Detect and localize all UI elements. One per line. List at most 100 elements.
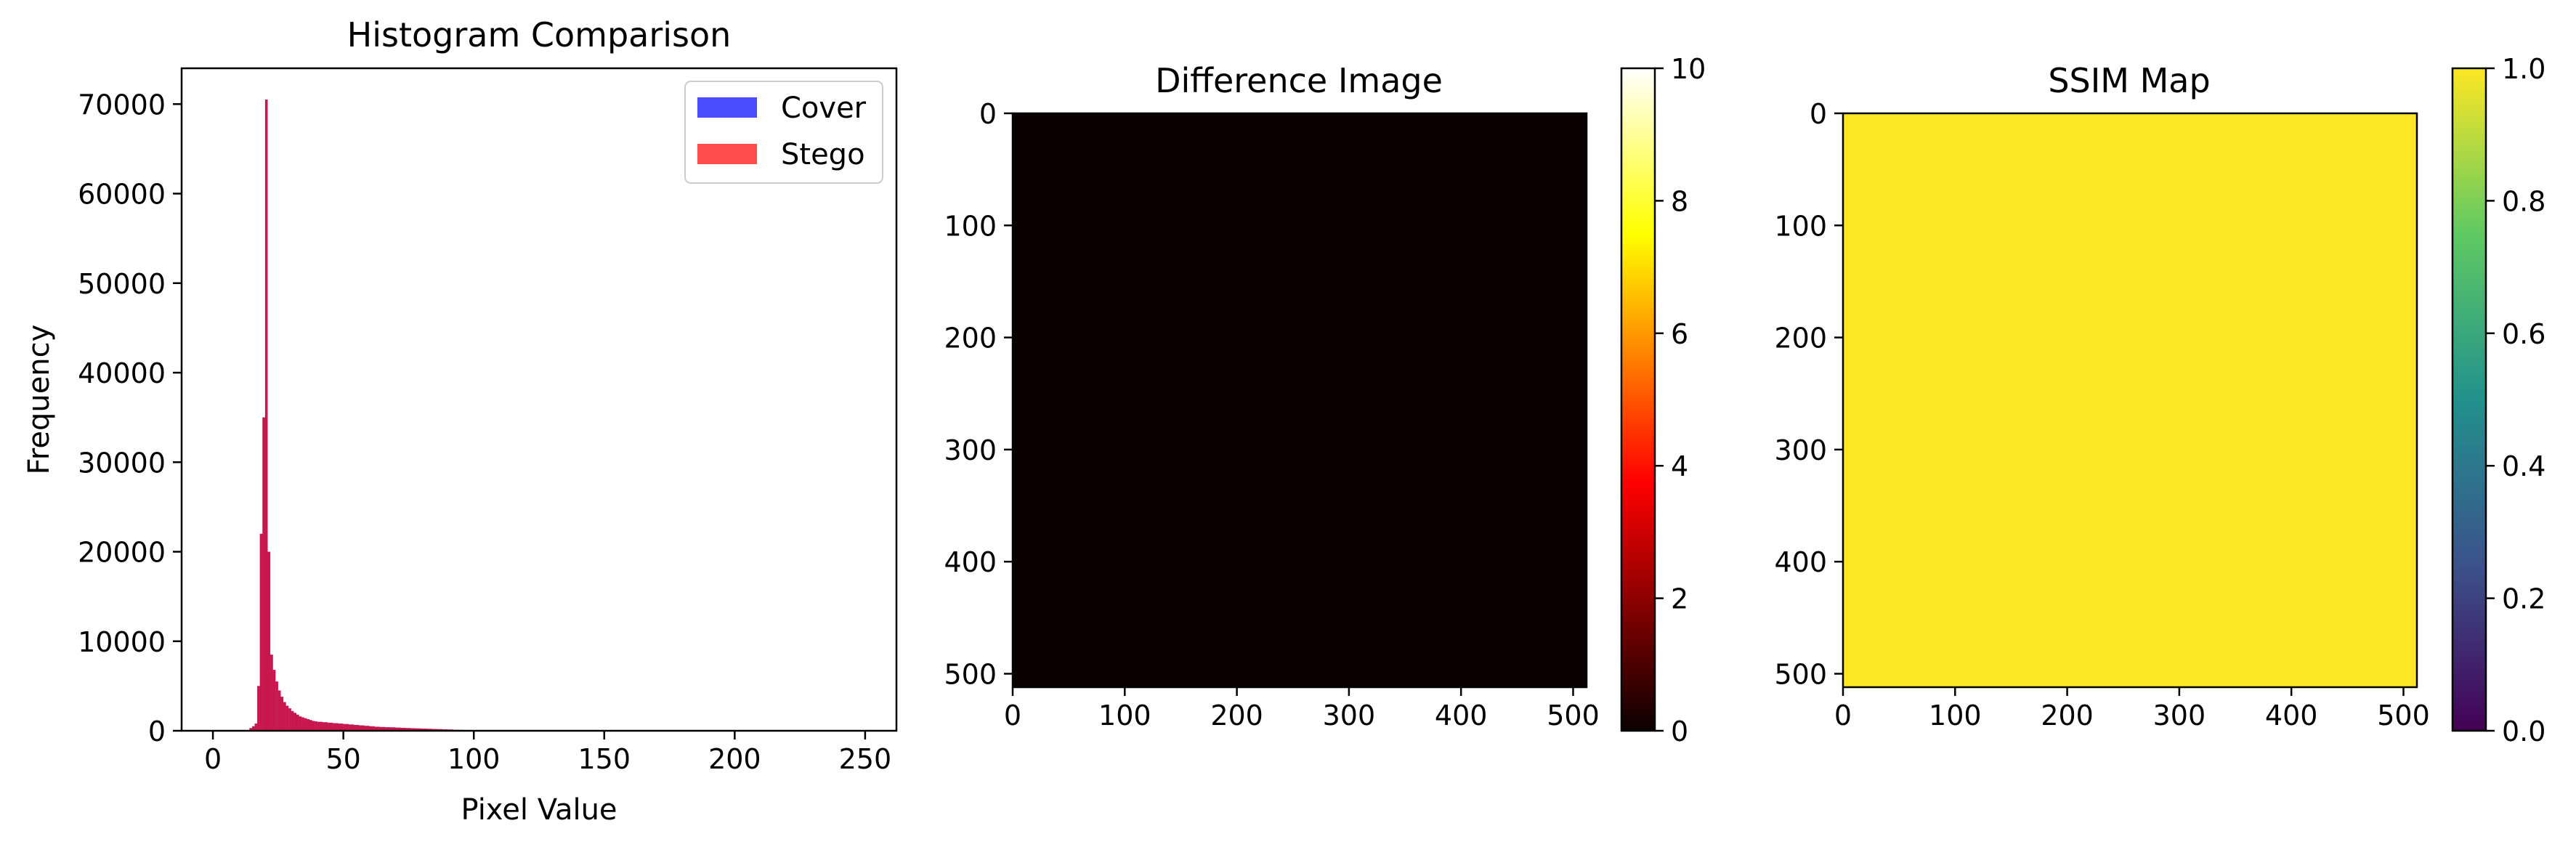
- difference-image-x-ticks: 0 100 200 300 400 500: [1004, 687, 1600, 732]
- ssim-map-y-ticks: 0 100 200 300 400 500: [1774, 98, 1843, 690]
- histogram-legend: Cover Stego: [684, 81, 883, 184]
- x-tick-label: 100: [1098, 700, 1151, 732]
- x-tick-label: 100: [447, 743, 501, 775]
- histogram-bar-stego: [348, 724, 355, 731]
- y-tick-label: 200: [944, 323, 997, 354]
- histogram-bar-stego: [280, 697, 284, 731]
- histogram-bar-stego: [421, 729, 427, 731]
- y-tick-label: 0: [1810, 98, 1827, 130]
- x-tick-label: 150: [578, 743, 631, 775]
- histogram-bars: [249, 100, 477, 731]
- y-tick-label: 0: [979, 98, 997, 130]
- colorbar-tick-label: 0: [1671, 716, 1688, 747]
- histogram-bar-stego: [259, 533, 263, 731]
- y-tick-label: 30000: [78, 447, 166, 479]
- difference-image-y-ticks: 0 100 200 300 400 500: [944, 98, 1013, 690]
- x-tick-label: 200: [2041, 700, 2094, 732]
- legend-swatch-cover: [697, 97, 757, 118]
- y-tick-label: 100: [1774, 210, 1827, 242]
- histogram-title: Histogram Comparison: [347, 15, 732, 54]
- y-tick-label: 70000: [78, 89, 166, 121]
- histogram-bar-stego: [267, 551, 271, 731]
- x-tick-label: 200: [708, 743, 761, 775]
- y-tick-label: 40000: [78, 357, 166, 389]
- x-tick-label: 250: [839, 743, 892, 775]
- histogram-bar-stego: [395, 727, 401, 731]
- histogram-x-ticks: 0 50 100 150 200 250: [204, 731, 891, 775]
- x-tick-label: 400: [1435, 700, 1488, 732]
- histogram-bar-stego: [291, 710, 294, 731]
- histogram-bar-stego: [293, 713, 297, 731]
- histogram-x-label: Pixel Value: [461, 793, 617, 827]
- ssim-map-title: SSIM Map: [2048, 61, 2210, 100]
- y-tick-label: 50000: [78, 268, 166, 300]
- y-tick-label: 300: [944, 434, 997, 466]
- y-tick-label: 10000: [78, 626, 166, 658]
- histogram-bar-stego: [416, 728, 422, 731]
- histogram-bar-stego: [307, 718, 309, 731]
- histogram-y-ticks: 0 10000 20000 30000 40000 50000 60000 70000: [78, 89, 182, 747]
- y-tick-label: 400: [944, 546, 997, 578]
- y-tick-label: 100: [944, 210, 997, 242]
- legend-label-stego: Stego: [781, 138, 865, 171]
- colorbar-tick-label: 0.0: [2502, 716, 2545, 747]
- histogram-bar-stego: [312, 721, 315, 731]
- histogram-bar-stego: [405, 728, 412, 731]
- histogram-bar-stego: [272, 670, 276, 731]
- histogram-bar-stego: [301, 717, 304, 731]
- histogram-bar-stego: [426, 729, 432, 731]
- histogram-bar-stego: [283, 702, 286, 731]
- y-tick-label: 400: [1774, 546, 1827, 578]
- histogram-bar-stego: [411, 728, 417, 731]
- colorbar-tick-label: 2: [1671, 583, 1688, 615]
- y-tick-label: 500: [944, 658, 997, 690]
- difference-colorbar: [1620, 67, 1656, 732]
- histogram-bar-stego: [275, 681, 278, 731]
- x-tick-label: 200: [1210, 700, 1263, 732]
- difference-image-title: Difference Image: [1155, 61, 1443, 100]
- colorbar-tick-label: 0.4: [2502, 450, 2545, 482]
- histogram-bar-stego: [333, 723, 339, 731]
- histogram-bar-stego: [359, 725, 365, 731]
- histogram-bar-stego: [249, 728, 252, 731]
- histogram-bar-stego: [379, 726, 386, 731]
- x-tick-label: 50: [325, 743, 360, 775]
- histogram-bar-stego: [385, 727, 391, 731]
- x-tick-label: 400: [2265, 700, 2318, 732]
- legend-label-cover: Cover: [781, 92, 867, 125]
- ssim-colorbar-ticks: 0.0 0.2 0.4 0.6 0.8 1.0: [2486, 53, 2545, 747]
- colorbar-tick-label: 0.8: [2502, 185, 2545, 217]
- histogram-bar-stego: [251, 726, 255, 731]
- histogram-bar-stego: [309, 720, 312, 731]
- histogram-y-label: Frequency: [23, 325, 56, 475]
- histogram-bar-stego: [288, 708, 291, 731]
- ssim-map-heatmap: [1842, 112, 2418, 689]
- x-tick-label: 0: [1834, 700, 1852, 732]
- histogram-bar-stego: [304, 718, 307, 731]
- histogram-bar-stego: [270, 654, 273, 731]
- histogram-bar-stego: [369, 726, 375, 731]
- histogram-bar-stego: [364, 726, 370, 731]
- histogram-bar-stego: [299, 716, 302, 731]
- histogram-bar-stego: [400, 727, 406, 731]
- difference-colorbar-ticks: 0 2 4 6 8 10: [1655, 53, 1706, 747]
- colorbar-tick-label: 10: [1671, 53, 1706, 85]
- histogram-bar-stego: [254, 724, 258, 731]
- y-tick-label: 300: [1774, 434, 1827, 466]
- legend-swatch-stego: [697, 144, 757, 164]
- x-tick-label: 300: [2153, 700, 2206, 732]
- histogram-bar-stego: [374, 726, 380, 731]
- difference-image-panel: Difference Image 0 100 200 300 400 500 010020…: [944, 53, 1706, 747]
- histogram-bar-stego: [264, 100, 268, 731]
- histogram-bar-stego: [317, 721, 323, 731]
- y-tick-label: 200: [1774, 323, 1827, 354]
- histogram-axes-frame: [180, 67, 898, 732]
- histogram-bar-stego: [322, 722, 328, 731]
- colorbar-tick-label: 8: [1671, 185, 1688, 217]
- histogram-bar-stego: [338, 724, 344, 731]
- histogram-bar-stego: [354, 724, 360, 731]
- histogram-bar-stego: [296, 714, 299, 731]
- y-tick-label: 20000: [78, 537, 166, 569]
- ssim-map-x-ticks: 0 100 200 300 400 500: [1834, 687, 2430, 732]
